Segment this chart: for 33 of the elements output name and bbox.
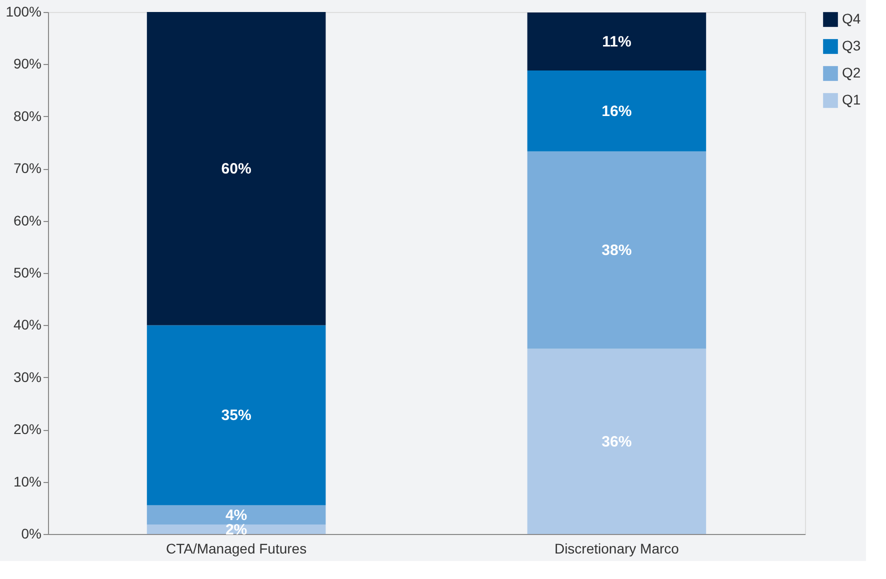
bar: [527, 151, 706, 349]
data-label: 60%: [221, 160, 252, 178]
y-tick-label: 0%: [21, 526, 42, 542]
y-tick-label: 60%: [13, 212, 42, 228]
legend-label: Q4: [842, 10, 861, 26]
y-tick-label: 100%: [6, 4, 42, 20]
y-tick-label: 50%: [13, 264, 42, 280]
bar: [146, 12, 326, 326]
data-label: 35%: [221, 407, 252, 424]
legend-label: Q3: [842, 38, 861, 54]
y-tick-label: 10%: [13, 473, 42, 490]
bar: [527, 70, 706, 152]
legend-label: Q2: [842, 64, 861, 80]
y-tick-label: 80%: [13, 108, 42, 124]
bar: [146, 505, 326, 525]
x-tick-label: Discretionary Marco: [554, 540, 680, 556]
data-label: 4%: [225, 506, 248, 524]
bar: [527, 348, 706, 534]
x-tick-label: CTA/Managed Futures: [166, 540, 307, 556]
data-label: 2%: [225, 521, 248, 538]
data-label: 36%: [602, 433, 632, 450]
data-label: 38%: [602, 242, 632, 260]
data-label: 16%: [602, 102, 632, 120]
y-tick-label: 40%: [13, 316, 42, 333]
y-tick-label: 30%: [13, 368, 42, 385]
y-tick-label: 90%: [13, 56, 42, 72]
legend-label: Q1: [842, 92, 861, 108]
bar: [146, 524, 326, 534]
data-label: 11%: [602, 33, 632, 50]
y-tick-label: 20%: [13, 421, 42, 438]
bar: [527, 12, 706, 70]
bar: [146, 325, 326, 506]
y-tick-label: 70%: [13, 160, 42, 176]
